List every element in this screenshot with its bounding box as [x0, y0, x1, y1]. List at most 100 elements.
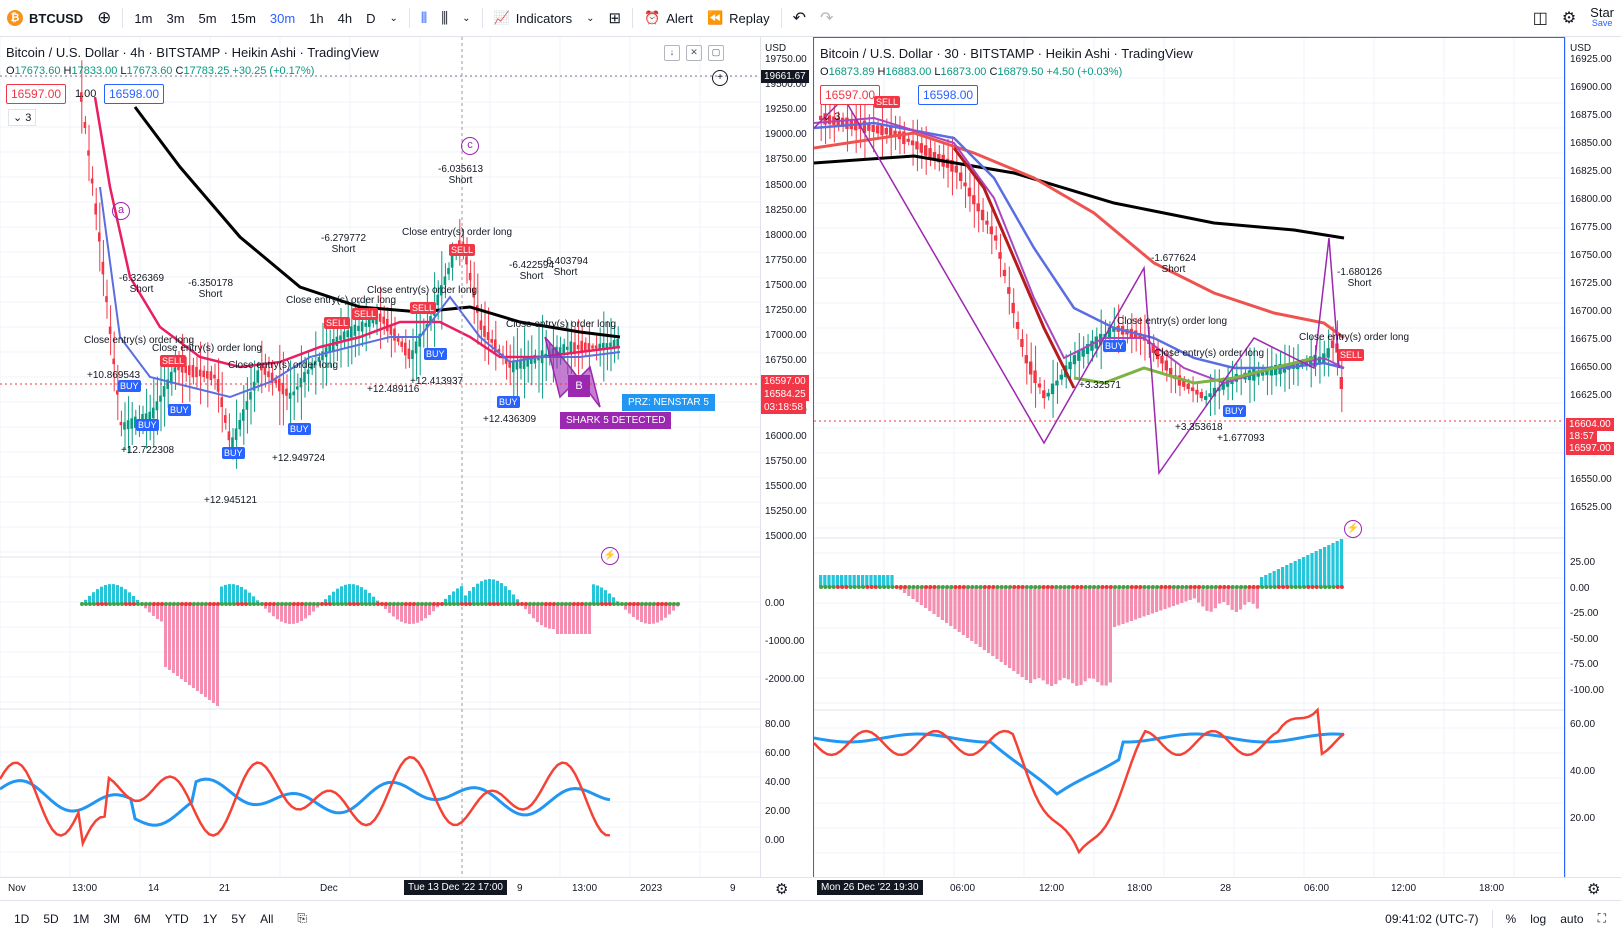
range-3m[interactable]: 3M	[96, 912, 127, 926]
sell-button[interactable]: 16597.00	[820, 85, 880, 105]
range-1y[interactable]: 1Y	[196, 912, 225, 926]
zero-line-dot	[448, 602, 452, 606]
range-ytd[interactable]: YTD	[158, 912, 196, 926]
auto-toggle[interactable]: auto	[1553, 912, 1590, 926]
studies-toggle[interactable]: ⌄ 3	[822, 110, 840, 123]
interval-15m[interactable]: 15m	[224, 0, 263, 36]
histogram-bar	[941, 587, 944, 620]
chevron-down-icon[interactable]: ⌄	[579, 0, 601, 36]
range-5y[interactable]: 5Y	[224, 912, 253, 926]
right-time-axis[interactable]: Mon 26 Dec '22 19:30 06:00 12:00 18:00 2…	[813, 877, 1621, 900]
symbol-search[interactable]: ₿ BTCUSD	[0, 0, 90, 36]
zero-line-dot	[970, 585, 974, 589]
redo-icon[interactable]: ↷	[813, 0, 840, 36]
goto-date-icon[interactable]: ⎘	[290, 911, 314, 926]
left-chart-pane[interactable]: Bitcoin / U.S. Dollar · 4h · BITSTAMP · …	[0, 37, 761, 878]
lightning-icon[interactable]: ⚡	[601, 547, 619, 565]
add-price-icon[interactable]: +	[712, 70, 728, 86]
candle-body	[415, 341, 418, 353]
candle-body	[885, 128, 888, 134]
save-button[interactable]: Star Save	[1583, 0, 1621, 36]
compare-add-icon[interactable]: ⊕	[90, 0, 118, 36]
interval-5m[interactable]: 5m	[192, 0, 224, 36]
candle-body	[959, 172, 962, 181]
interval-4h[interactable]: 4h	[331, 0, 359, 36]
zero-line-dot	[1248, 585, 1252, 589]
buy-signal-tag: BUY	[424, 348, 447, 360]
clock-label[interactable]: 09:41:02 (UTC-7)	[1378, 912, 1485, 926]
range-all[interactable]: All	[253, 912, 280, 926]
histogram-bar	[937, 587, 940, 617]
currency-label[interactable]: USD	[765, 43, 786, 54]
pattern-point-b: B	[568, 375, 590, 397]
zero-line-dot	[1269, 585, 1273, 589]
studies-toggle[interactable]: ⌄ 3	[8, 109, 36, 126]
zero-line-dot	[1256, 585, 1260, 589]
candle-body	[163, 386, 166, 397]
candle-body	[570, 341, 573, 352]
range-1m[interactable]: 1M	[66, 912, 97, 926]
zero-line-dot	[1323, 585, 1327, 589]
interval-1h[interactable]: 1h	[302, 0, 330, 36]
buy-button[interactable]: 16598.00	[104, 84, 164, 104]
zero-line-dot	[924, 585, 928, 589]
close-icon[interactable]: ✕	[686, 45, 702, 61]
zero-line-dot	[584, 602, 588, 606]
zero-line-dot	[1008, 585, 1012, 589]
fullscreen-icon[interactable]: ⛶	[1591, 911, 1613, 926]
sell-button[interactable]: 16597.00	[6, 84, 66, 104]
histogram-bar	[924, 587, 927, 608]
range-1d[interactable]: 1D	[7, 912, 36, 926]
axis-settings-gear-icon[interactable]: ⚙	[775, 880, 788, 898]
right-chart-canvas[interactable]	[814, 38, 1565, 878]
alert-button[interactable]: ⏰ Alert	[637, 0, 700, 36]
split-view-icon[interactable]: ◫	[1526, 0, 1555, 36]
bar-type-icon[interactable]: ⫴	[414, 0, 434, 36]
left-chart-canvas[interactable]	[0, 37, 760, 878]
close-entry-annotation: Close entry(s) order long	[367, 285, 477, 296]
maximize-icon[interactable]: ▢	[708, 45, 724, 61]
candle-body	[1055, 381, 1058, 386]
layout-grid-icon[interactable]: ⊞	[601, 0, 628, 36]
change-value: +4.50 (+0.03%)	[1046, 66, 1122, 78]
candles-icon[interactable]: ⫼	[434, 0, 455, 36]
histogram-bar	[120, 587, 123, 604]
crosshair-price-tag: 19661.67	[761, 70, 809, 83]
settings-gear-icon[interactable]: ⚙	[1555, 0, 1583, 36]
histogram-bar	[96, 589, 99, 604]
zero-line-dot	[628, 602, 632, 606]
oscillator-axis-label: 20.00	[1570, 813, 1595, 824]
scroll-down-icon[interactable]: ↓	[664, 45, 680, 61]
buy-button[interactable]: 16598.00	[918, 85, 978, 105]
zero-line-dot	[1185, 585, 1189, 589]
percent-toggle[interactable]: %	[1499, 912, 1524, 926]
save-label: Save	[1592, 18, 1613, 29]
range-6m[interactable]: 6M	[127, 912, 158, 926]
chevron-down-icon[interactable]: ⌄	[383, 0, 405, 36]
range-5d[interactable]: 5D	[36, 912, 65, 926]
open-value: 16873.89	[829, 66, 875, 78]
right-chart-pane[interactable]: Bitcoin / U.S. Dollar · 30 · BITSTAMP · …	[813, 37, 1565, 878]
indicators-button[interactable]: 📈 Indicators	[487, 0, 580, 36]
undo-icon[interactable]: ↶	[786, 0, 813, 36]
close-entry-annotation: Close entry(s) order long	[1154, 348, 1264, 359]
currency-label[interactable]: USD	[1570, 43, 1591, 54]
zero-line-dot	[608, 602, 612, 606]
candle-body	[595, 345, 598, 348]
interval-3m[interactable]: 3m	[159, 0, 191, 36]
interval-d[interactable]: D	[359, 0, 382, 36]
interval-30m[interactable]: 30m	[263, 0, 302, 36]
interval-1m[interactable]: 1m	[127, 0, 159, 36]
histogram-bar	[156, 604, 159, 619]
zero-line-dot	[861, 585, 865, 589]
left-time-axis[interactable]: Nov 13:00 14 21 Dec Tue 13 Dec '22 17:00…	[0, 877, 812, 900]
log-toggle[interactable]: log	[1523, 912, 1553, 926]
axis-settings-gear-icon[interactable]: ⚙	[1587, 880, 1600, 898]
histogram-bar	[970, 587, 973, 641]
histogram-bar	[1306, 555, 1309, 587]
replay-button[interactable]: ⏪ Replay	[700, 0, 777, 36]
chevron-down-icon[interactable]: ⌄	[455, 0, 477, 36]
lightning-icon[interactable]: ⚡	[1344, 520, 1362, 538]
